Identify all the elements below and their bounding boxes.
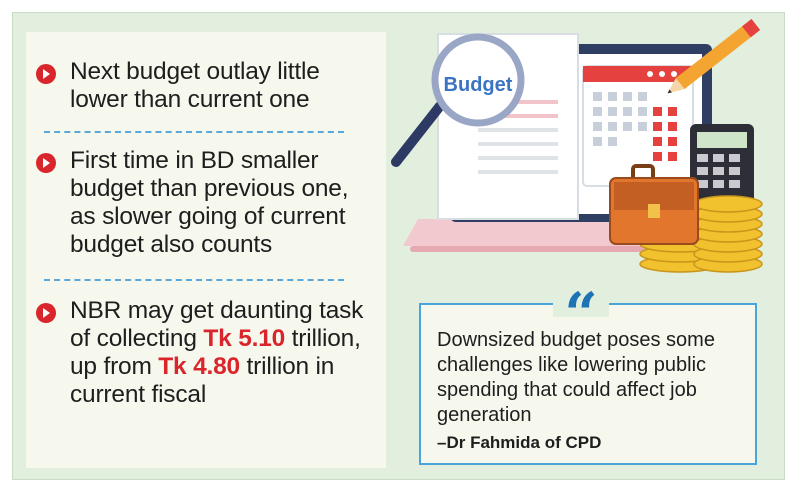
paper-line (478, 156, 558, 160)
briefcase-clasp (648, 204, 660, 218)
quote-mark-icon: “ (553, 283, 609, 345)
bullet-item-2: First time in BD smaller budget than pre… (36, 147, 375, 259)
magnifier-lens (431, 33, 525, 127)
amount-highlight: Tk 5.10 (203, 325, 286, 352)
paper-line (478, 128, 558, 132)
budget-label: Budget (444, 74, 513, 96)
paper-line (478, 170, 558, 174)
bullet-text-segment: NBR may get daunting task of collecting (70, 297, 364, 352)
briefcase-flap (614, 182, 694, 210)
bullet-arrow-icon (36, 153, 56, 173)
bullet-text-1: Next budget outlay little lower than cur… (70, 58, 375, 114)
paper-line (478, 114, 558, 118)
dashed-divider (44, 279, 344, 281)
bullet-text-3: NBR may get daunting task of collecting … (70, 297, 375, 409)
dashed-divider (44, 131, 344, 133)
quote-box (419, 303, 757, 465)
calendar-header (583, 66, 693, 82)
bullet-text-2: First time in BD smaller budget than pre… (70, 147, 375, 259)
bullet-arrow-icon (36, 303, 56, 323)
calendar-ring (659, 71, 665, 77)
calculator-display (697, 132, 747, 148)
bullet-arrow-icon (36, 64, 56, 84)
bullet-text-segment: First time in BD smaller budget than pre… (70, 147, 349, 258)
amount-highlight: Tk 4.80 (158, 353, 240, 380)
bullet-item-1: Next budget outlay little lower than cur… (36, 58, 375, 114)
bullet-text-segment: trillion, up from (70, 325, 361, 380)
bullet-text-segment: trillion in current fiscal (70, 353, 335, 408)
calendar-ring (671, 71, 677, 77)
quote-text: Downsized budget poses some challenges l… (437, 329, 715, 426)
calendar-cells (593, 92, 647, 146)
pencil-icon (667, 18, 761, 94)
calendar-marked-cells (653, 107, 677, 161)
budget-illustration: Budget (391, 18, 763, 273)
paper-line (478, 142, 558, 146)
calendar-ring (647, 71, 653, 77)
bullet-text-segment: Next budget outlay little lower than cur… (70, 58, 320, 113)
magnifier-handle (391, 101, 445, 167)
calculator-keys (697, 154, 740, 188)
quote-author: –Dr Fahmida of CPD (437, 433, 602, 452)
bullet-item-3: NBR may get daunting task of collecting … (36, 297, 375, 409)
key-points-panel (26, 32, 386, 468)
